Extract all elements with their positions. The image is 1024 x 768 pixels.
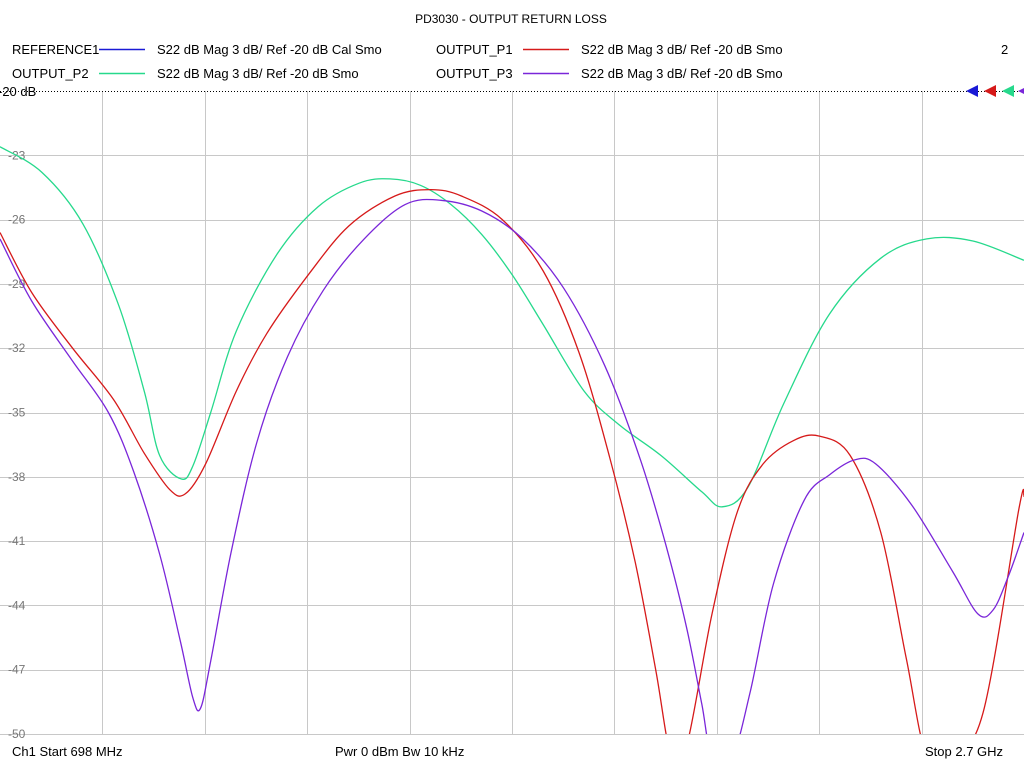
y-tick-label: -44 — [8, 598, 26, 612]
chart-title: PD3030 - OUTPUT RETURN LOSS — [415, 12, 607, 26]
ref-marker-output-p3 — [1018, 88, 1024, 94]
marker-number: 2 — [1001, 42, 1008, 57]
ref-marker-output-p1 — [984, 85, 996, 97]
legend-desc-output-p3: S22 dB Mag 3 dB/ Ref -20 dB Smo — [581, 66, 783, 81]
trace-layer — [0, 146, 1024, 734]
y-tick-label: -50 — [8, 727, 26, 741]
y-tick-label: -26 — [8, 213, 26, 227]
legend: REFERENCE1 S22 dB Mag 3 dB/ Ref -20 dB Ca… — [12, 42, 783, 81]
y-tick-label: -41 — [8, 534, 26, 548]
ref-marker-reference1 — [966, 85, 978, 97]
start-frequency-label: Ch1 Start 698 MHz — [12, 744, 123, 759]
reference-markers — [966, 85, 1024, 97]
trace-output-p2 — [0, 146, 1024, 508]
y-tick-label: -29 — [8, 277, 26, 291]
y-tick-label: -38 — [8, 470, 26, 484]
legend-desc-reference1: S22 dB Mag 3 dB/ Ref -20 dB Cal Smo — [157, 42, 382, 57]
legend-name-output-p3: OUTPUT_P3 — [436, 66, 513, 81]
legend-desc-output-p2: S22 dB Mag 3 dB/ Ref -20 dB Smo — [157, 66, 359, 81]
y-axis-ticks: -23-26-29-32-35-38-41-44-47-50 — [8, 148, 26, 741]
legend-desc-output-p1: S22 dB Mag 3 dB/ Ref -20 dB Smo — [581, 42, 783, 57]
y-tick-label: -35 — [8, 406, 26, 420]
legend-name-output-p1: OUTPUT_P1 — [436, 42, 513, 57]
reference-level-label: -20 dB — [0, 84, 36, 99]
stop-frequency-label: Stop 2.7 GHz — [925, 744, 1003, 759]
trace-output-p3 — [0, 198, 1024, 734]
plot-grid — [0, 91, 1024, 735]
y-tick-label: -32 — [8, 341, 26, 355]
trace-output-p1 — [0, 188, 1024, 734]
power-bandwidth-label: Pwr 0 dBm Bw 10 kHz — [335, 744, 464, 759]
y-tick-label: -47 — [8, 663, 26, 677]
legend-name-output-p2: OUTPUT_P2 — [12, 66, 89, 81]
ref-marker-output-p2 — [1002, 85, 1014, 97]
legend-name-reference1: REFERENCE1 — [12, 42, 99, 57]
